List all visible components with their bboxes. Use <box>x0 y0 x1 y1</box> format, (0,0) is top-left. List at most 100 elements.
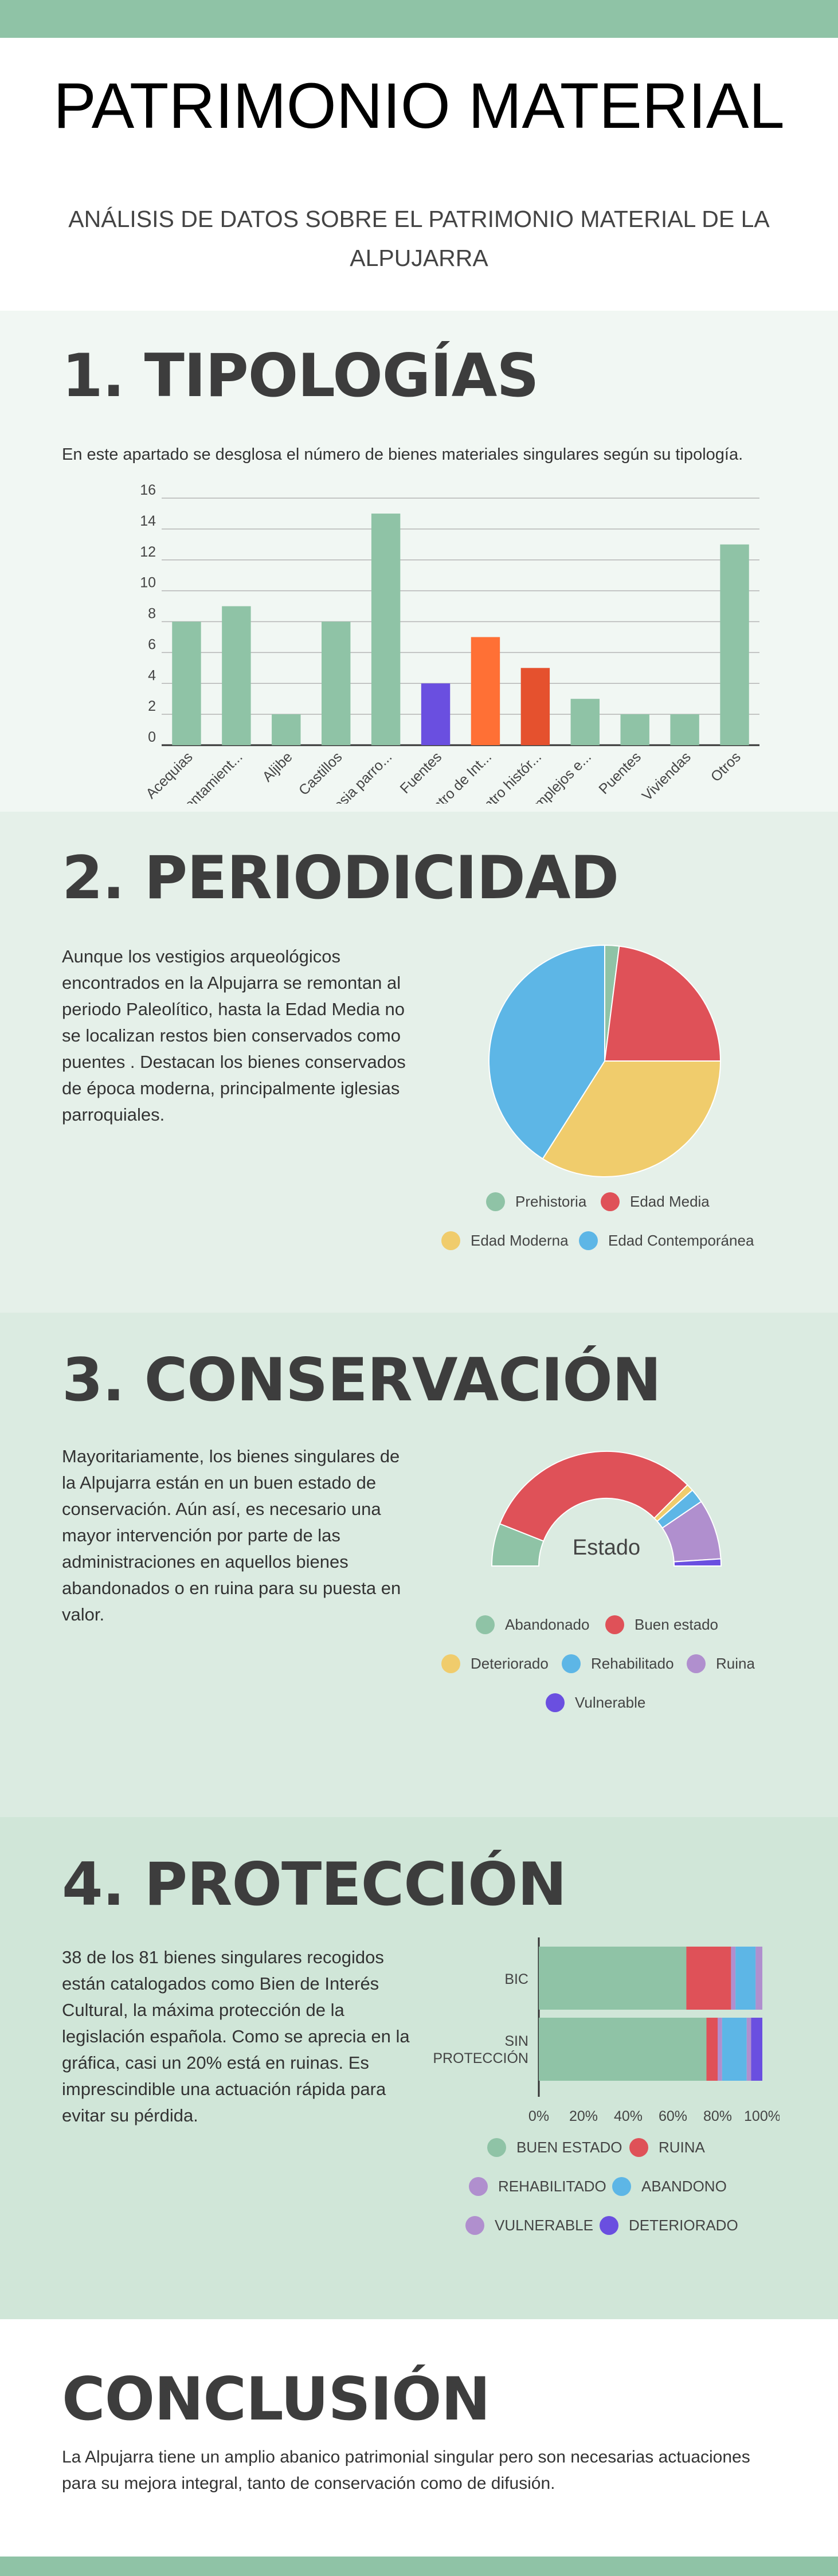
proteccion-stacked-bar-chart: BIC SIN PROTECCIÓN 0% 20% 40% 60% 80% 100% <box>433 1937 780 2124</box>
stack-segment <box>751 2018 762 2081</box>
legend-label: Buen estado <box>635 1616 719 1633</box>
legend-swatch <box>579 1231 598 1250</box>
bar <box>570 699 600 745</box>
legend-label: DETERIORADO <box>629 2217 738 2234</box>
stack-segment <box>755 1947 762 2010</box>
legend-item: BUEN ESTADO <box>487 2138 622 2157</box>
section-text: En este apartado se desglosa el número d… <box>62 445 743 464</box>
category-label-line: BIC <box>504 1971 528 1987</box>
section-heading: 4. PROTECCIÓN <box>62 1850 567 1919</box>
legend-swatch <box>605 1615 624 1634</box>
y-tick-label: 14 <box>140 513 156 529</box>
x-tick-label: Acequias <box>143 749 196 802</box>
section-tipologias: 1. TIPOLOGÍAS En este apartado se desglo… <box>0 311 838 812</box>
legend-swatch <box>487 2138 506 2157</box>
section-heading: CONCLUSIÓN <box>62 2365 491 2434</box>
category-label-line: PROTECCIÓN <box>433 2050 528 2066</box>
x-tick-label: Viviendas <box>639 749 694 804</box>
legend-label: Edad Media <box>630 1193 710 1210</box>
page-title: PATRIMONIO MATERIAL <box>53 70 785 142</box>
x-tick-label: 60% <box>659 2108 687 2124</box>
bar <box>172 621 201 745</box>
legend-item: Buen estado <box>605 1615 718 1634</box>
section-proteccion: 4. PROTECCIÓN 38 de los 81 bienes singul… <box>0 1817 838 2319</box>
legend-swatch <box>486 1192 505 1211</box>
legend-item: Deteriorado <box>441 1654 549 1673</box>
section-text: Mayoritariamente, los bienes singulares … <box>62 1446 401 1624</box>
legend-item: RUINA <box>629 2138 705 2157</box>
legend-item: DETERIORADO <box>600 2216 738 2235</box>
y-tick-label: 12 <box>140 544 156 560</box>
page-subtitle: ANÁLISIS DE DATOS SOBRE EL PATRIMONIO MA… <box>68 206 770 271</box>
y-tick-label: 10 <box>140 575 156 591</box>
bar <box>720 544 749 745</box>
stack-segment <box>539 2018 707 2081</box>
legend-swatch <box>687 1654 706 1673</box>
legend-swatch <box>612 2177 631 2196</box>
x-tick-label: 100% <box>744 2108 780 2124</box>
legend-swatch <box>476 1615 495 1634</box>
legend-label: Prehistoria <box>515 1193 587 1210</box>
y-tick-label: 16 <box>140 483 156 498</box>
legend-item: Abandonado <box>476 1615 589 1634</box>
legend-label: BUEN ESTADO <box>516 2139 622 2156</box>
legend-swatch <box>629 2138 648 2157</box>
legend-swatch <box>441 1654 460 1673</box>
bar <box>471 637 500 745</box>
top-band <box>0 0 838 38</box>
bar <box>322 621 351 745</box>
legend-item: ABANDONO <box>612 2177 727 2196</box>
bar <box>520 668 550 745</box>
legend-label: REHABILITADO <box>498 2178 606 2195</box>
x-tick-label: Otros <box>708 749 744 785</box>
bar <box>371 513 401 745</box>
legend-item: Edad Media <box>601 1192 710 1211</box>
legend-swatch <box>600 2216 618 2235</box>
x-tick-label: Castillos <box>296 749 346 798</box>
legend-item: Edad Moderna <box>441 1231 569 1250</box>
stack-segment <box>686 1947 731 2010</box>
y-tick-label: 2 <box>148 698 156 714</box>
legend-label: Ruina <box>716 1655 755 1672</box>
x-tick-label: Fuentes <box>397 749 445 797</box>
stack-segment <box>706 2018 718 2081</box>
legend-item: Rehabilitado <box>562 1654 674 1673</box>
legend-item: Vulnerable <box>546 1693 645 1712</box>
legend-item: REHABILITADO <box>469 2177 606 2196</box>
legend-label: Rehabilitado <box>591 1655 674 1672</box>
x-tick-label: 80% <box>703 2108 732 2124</box>
pie-slice <box>542 1060 722 1177</box>
legend-label: ABANDONO <box>641 2178 727 2195</box>
legend-swatch <box>465 2216 484 2235</box>
stack-segment <box>731 1947 736 2010</box>
category-label: BIC <box>504 1971 528 1987</box>
legend-label: Deteriorado <box>471 1655 549 1672</box>
x-tick-label: 40% <box>614 2108 643 2124</box>
stack-segment <box>746 2018 751 2081</box>
legend-item: Edad Contemporánea <box>579 1231 754 1250</box>
pie-slice <box>488 944 605 1160</box>
bar <box>272 714 301 745</box>
periodicidad-pie-chart <box>488 944 722 1177</box>
legend-label: Edad Contemporánea <box>608 1232 754 1249</box>
legend-label: Vulnerable <box>575 1694 646 1711</box>
legend-label: VULNERABLE <box>495 2217 593 2234</box>
section-heading: 2. PERIODICIDAD <box>62 844 619 913</box>
legend-item: VULNERABLE <box>465 2216 593 2235</box>
category-label-line: SIN <box>504 2033 528 2049</box>
section-conservacion: 3. CONSERVACIÓN Mayoritariamente, los bi… <box>0 1313 838 1817</box>
legend-label: Edad Moderna <box>471 1232 569 1249</box>
y-tick-label: 6 <box>148 636 156 652</box>
category-label: SIN PROTECCIÓN <box>433 2033 528 2066</box>
x-tick-label: Puentes <box>596 749 644 797</box>
legend-swatch <box>469 2177 488 2196</box>
y-tick-label: 8 <box>148 606 156 622</box>
legend-label: RUINA <box>659 2139 705 2156</box>
section-heading: 3. CONSERVACIÓN <box>62 1346 661 1415</box>
legend-swatch <box>601 1192 620 1211</box>
pie-slice <box>604 945 722 1062</box>
donut-slice <box>499 1451 688 1542</box>
stack-segment <box>722 2018 747 2081</box>
legend-swatch <box>546 1693 565 1712</box>
